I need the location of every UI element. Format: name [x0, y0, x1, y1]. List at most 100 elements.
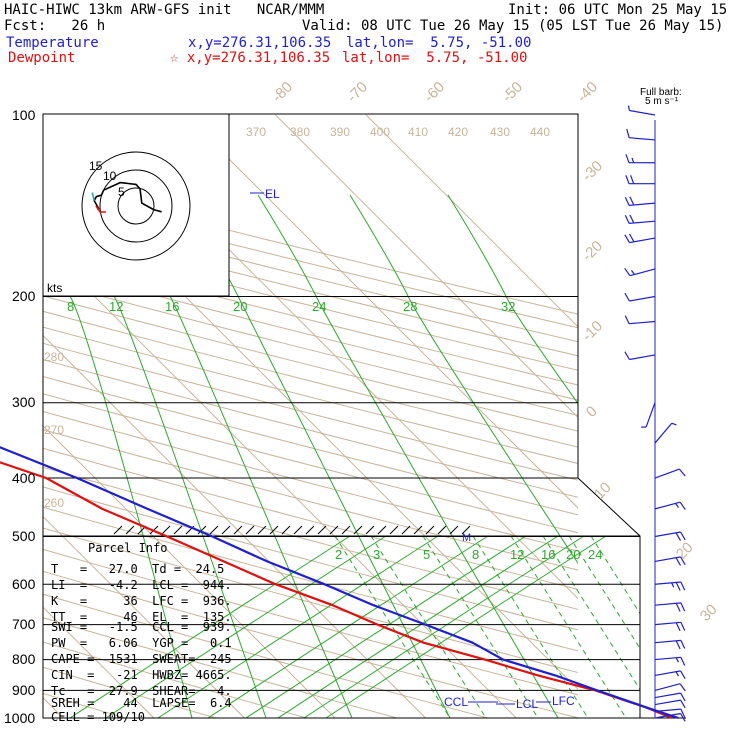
isotherm-line [365, 114, 578, 328]
theta-e-label: 420 [448, 125, 468, 139]
isotherm-line [43, 334, 426, 718]
height-tick [173, 525, 183, 535]
theta-label: 270 [44, 423, 64, 437]
mixing-ratio-label: 5 [423, 547, 430, 562]
temperature-profile [0, 446, 679, 720]
theta-labels: 370 380 390 400 410 420 430 440 280 270 … [44, 125, 550, 510]
parcel-row: CAPE = 1531 SWEAT= 245 [51, 652, 232, 666]
dry-adiabat [43, 280, 578, 416]
temperature-xy: x,y=276.31,106.35 [188, 35, 332, 51]
wind-barb-flag [671, 422, 677, 426]
sounding-profiles [0, 446, 679, 720]
wind-barb-flag [675, 622, 681, 632]
theta-e-label: 440 [530, 125, 550, 139]
wind-barb-flag [680, 531, 686, 541]
dry-adiabat [43, 236, 578, 371]
dry-adiabat [43, 310, 578, 448]
dry-adiabat [43, 326, 578, 464]
wind-barb-flag [679, 683, 686, 692]
tick-band [113, 525, 471, 535]
wind-barb-flag [680, 657, 686, 666]
dry-adiabat [43, 429, 578, 571]
tick-label-600: 600 [12, 576, 36, 592]
mixing-ratio-label: 24 [312, 299, 326, 314]
wind-barb [654, 692, 681, 699]
tick-label-900: 900 [12, 682, 36, 698]
parcel-row: T = 27.0 Td = 24.5 [51, 562, 224, 576]
theta-label: 280 [44, 350, 64, 364]
theta-e-label: 430 [490, 125, 510, 139]
melting-level-label: M [462, 532, 471, 544]
dewpoint-legend-label: Dewpoint [8, 50, 76, 66]
hodograph-rings [81, 151, 191, 261]
moist-adiabat [207, 535, 489, 718]
mixing-ratio-label: 32 [501, 299, 515, 314]
parcel-row: SWI = -1.5 CCL = 939. [51, 620, 232, 634]
isotherm-label: 30 [697, 601, 721, 625]
mixing-ratio-line [43, 245, 193, 718]
hodo-ring-label: 5 [118, 185, 125, 199]
height-tick [329, 525, 339, 535]
mixing-ratio-line [349, 194, 578, 565]
moist-adiabat [157, 535, 439, 718]
pressure-axis: 100 200 300 400 500 600 700 800 900 1000 [4, 107, 36, 726]
wind-barb [654, 468, 680, 479]
moist-adiabat [277, 535, 559, 718]
lfc-label: LFC [552, 694, 575, 708]
tick-label-800: 800 [12, 651, 36, 667]
parcel-row: Tc = 27.9 SHEAR= 4. [51, 684, 232, 698]
init-time: Init: 06 UTC Mon 25 May 15 [508, 2, 728, 18]
height-tick [293, 525, 303, 535]
wind-barb-flag [624, 292, 630, 302]
wind-barb-flag [675, 557, 682, 566]
wind-barb [629, 295, 656, 302]
level-annotations: EL CCL LCL LFC M [250, 187, 575, 711]
mixing-ratio-label: 16 [165, 299, 179, 314]
moist-adiabat [105, 535, 387, 718]
wind-barb-flag [675, 657, 679, 663]
dry-adiabat [43, 593, 488, 718]
dry-adiabat [43, 570, 578, 718]
mixing-ratio-label: 8 [472, 547, 479, 562]
mixing-ratio-label: 16 [541, 547, 555, 562]
isotherm-line [43, 606, 155, 718]
isotherm-label: 0 [583, 403, 601, 421]
wind-barb-flag [631, 157, 635, 163]
wind-barb-flag [680, 640, 686, 649]
hodograph [42, 113, 230, 297]
dewpoint-xy: ☆ x,y=276.31,106.35 [170, 50, 331, 66]
moist-adiabat [303, 535, 585, 718]
height-tick [461, 525, 471, 535]
dry-adiabat [43, 548, 578, 696]
wind-barb-flag [680, 713, 686, 722]
wind-barb-flag [671, 582, 675, 588]
dry-adiabat [43, 295, 578, 432]
wind-barb-flag [675, 503, 679, 508]
height-tick [365, 525, 375, 535]
dry-adiabat [43, 617, 398, 718]
hodograph-mid-level [91, 192, 96, 201]
wind-barb-flag [680, 602, 686, 612]
isotherm-label: -80 [269, 78, 296, 105]
wind-barb-flag [625, 154, 630, 163]
wind-barb-flag [680, 581, 686, 591]
height-tick [245, 525, 255, 535]
height-tick [425, 525, 435, 535]
dry-adiabat [43, 666, 217, 718]
height-tick [257, 525, 267, 535]
hodograph-labels: kts 5 10 15 [47, 159, 125, 295]
height-tick [341, 525, 351, 535]
mixing-ratio-label: 8 [67, 299, 74, 314]
mixing-ratio-labels: 8 12 16 20 24 28 32 2 3 5 8 12 16 20 24 [67, 299, 602, 562]
isotherm-line [43, 515, 245, 718]
wind-barb-flag [628, 233, 635, 243]
wind-barb-flag [624, 196, 630, 206]
height-tick [413, 525, 423, 535]
wind-barb-flag [630, 175, 635, 184]
lcl-label: LCL [516, 697, 538, 711]
height-tick [389, 525, 399, 535]
wind-barb-flag [631, 270, 635, 275]
height-tick [281, 525, 291, 535]
height-tick [161, 525, 171, 535]
